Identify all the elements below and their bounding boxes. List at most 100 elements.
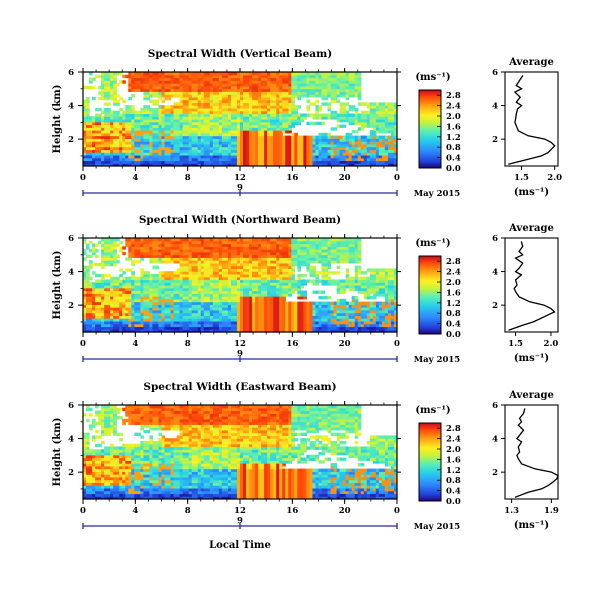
heatmap-cell — [258, 268, 262, 272]
heatmap-cell — [327, 163, 332, 166]
heatmap-cell — [125, 124, 129, 128]
heatmap-cell — [372, 163, 377, 166]
heatmap-cell — [348, 163, 353, 166]
heatmap-cell — [143, 74, 147, 79]
heatmap-cell — [212, 309, 217, 314]
heatmap-cell — [182, 273, 187, 278]
heatmap-cell — [212, 74, 217, 79]
heatmap-cell — [161, 320, 166, 325]
heatmap-cell — [381, 110, 386, 115]
average-frame — [504, 71, 559, 167]
heatmap-cell — [297, 163, 301, 166]
heatmap-cell — [224, 251, 229, 256]
heatmap-cell — [110, 260, 114, 264]
heatmap-cell — [249, 320, 253, 325]
heatmap-cell — [92, 312, 96, 317]
heatmap-cell — [143, 273, 147, 278]
heatmap-cell — [107, 83, 111, 87]
heatmap-cell — [294, 163, 298, 166]
heatmap-cell — [200, 105, 205, 109]
heatmap-cell — [224, 273, 229, 278]
heatmap-cell — [122, 130, 126, 134]
heatmap-cell — [261, 312, 265, 317]
heatmap-cell — [387, 146, 392, 151]
heatmap-cell — [125, 116, 129, 120]
heatmap-cell — [309, 80, 314, 84]
heatmap-cell — [185, 309, 190, 314]
heatmap-cell — [200, 276, 205, 281]
heatmap-cell — [221, 152, 226, 156]
heatmap-cell — [143, 279, 147, 283]
colorbar-tick-label: 2.0 — [446, 112, 461, 122]
heatmap-cell — [315, 72, 320, 76]
heatmap-cell — [176, 260, 181, 264]
heatmap-cell — [128, 127, 132, 131]
heatmap-cell — [134, 309, 138, 314]
heatmap-cell — [221, 271, 226, 275]
heatmap-cell — [333, 157, 338, 162]
heatmap-cell — [194, 163, 199, 166]
heatmap-cell — [86, 138, 90, 142]
heatmap-cell — [155, 146, 160, 151]
heatmap-cell — [194, 238, 199, 242]
heatmap-cell — [155, 119, 160, 123]
heatmap-cell — [375, 127, 380, 131]
heatmap-cell — [92, 160, 96, 164]
heatmap-cell — [243, 157, 247, 162]
heatmap-cell — [164, 315, 169, 319]
heatmap-cell — [357, 96, 362, 101]
heatmap-cell — [134, 77, 138, 81]
heatmap-cell — [342, 94, 347, 98]
heatmap-cell — [125, 74, 129, 79]
heatmap-cell — [221, 141, 226, 145]
heatmap-cell — [110, 282, 114, 286]
heatmap-cell — [324, 141, 329, 145]
heatmap-cell — [167, 160, 172, 164]
heatmap-cell — [249, 329, 253, 333]
heatmap-cell — [110, 304, 114, 308]
heatmap-cell — [218, 135, 223, 139]
heatmap-cell — [149, 304, 154, 308]
heatmap-cell — [330, 88, 335, 92]
heatmap-cell — [243, 85, 247, 90]
heatmap-cell — [227, 116, 232, 120]
heatmap-cell — [206, 323, 211, 328]
heatmap-cell — [173, 102, 178, 106]
heatmap-cell — [384, 116, 389, 120]
heatmap-cell — [246, 257, 250, 261]
heatmap-cell — [131, 293, 135, 297]
heatmap-cell — [128, 163, 132, 166]
heatmap-cell — [179, 143, 184, 148]
heatmap-cell — [372, 141, 377, 145]
heatmap-cell — [170, 152, 175, 156]
heatmap-cell — [182, 105, 187, 109]
heatmap-cell — [209, 312, 214, 317]
heatmap-cell — [140, 315, 144, 319]
heatmap-cell — [194, 240, 199, 245]
heatmap-cell — [321, 113, 326, 117]
heatmap-cell — [203, 113, 208, 117]
heatmap-cell — [104, 77, 108, 81]
heatmap-cell — [200, 163, 205, 166]
heatmap-cell — [300, 113, 304, 117]
heatmap-cell — [143, 312, 147, 317]
heatmap-cell — [134, 315, 138, 319]
heatmap-cell — [146, 240, 151, 245]
heatmap-cell — [155, 91, 160, 95]
heatmap-cell — [206, 135, 211, 139]
heatmap-cell — [101, 146, 105, 151]
heatmap-cell — [209, 318, 214, 322]
heatmap-cell — [318, 157, 323, 162]
heatmap-cell — [387, 143, 392, 148]
heatmap-cell — [297, 157, 301, 162]
heatmap-cell — [230, 121, 235, 126]
heatmap-cell — [375, 121, 380, 126]
heatmap-cell — [240, 149, 244, 153]
heatmap-cell — [291, 107, 295, 112]
heatmap-cell — [306, 77, 311, 81]
heatmap-cell — [378, 124, 383, 128]
heatmap-cell — [233, 107, 238, 112]
heatmap-cell — [200, 94, 205, 98]
heatmap-cell — [381, 102, 386, 106]
